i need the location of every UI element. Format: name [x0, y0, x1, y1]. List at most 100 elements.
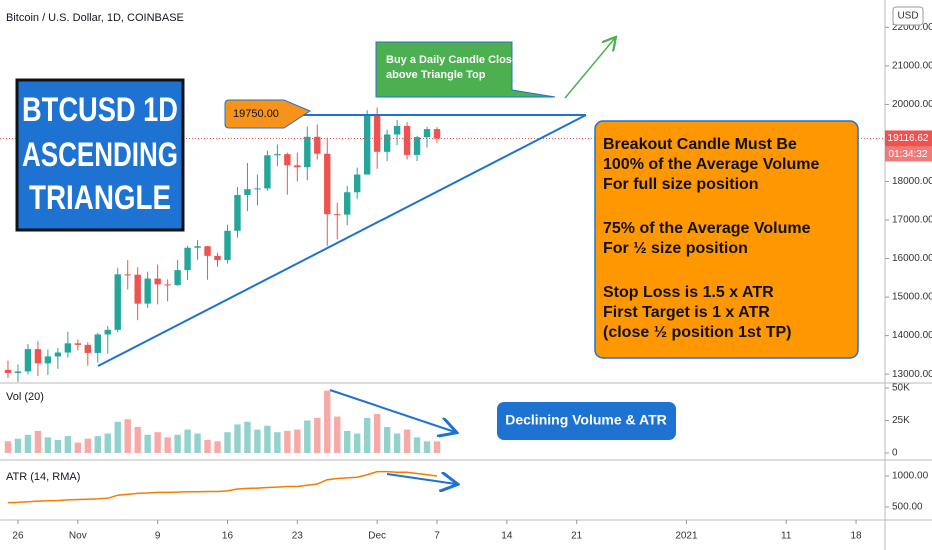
currency-box[interactable]	[892, 6, 924, 26]
volume-bar	[214, 441, 221, 453]
x-tick-label: 18	[851, 531, 863, 542]
y-tick-label: 14000.00	[892, 330, 932, 341]
atr-arrow	[386, 474, 456, 484]
volume-bar	[314, 417, 321, 453]
volume-bar	[174, 434, 181, 453]
candle-body	[124, 274, 131, 276]
volume-bar	[64, 436, 72, 453]
candle-body	[194, 246, 201, 248]
volume-bar	[164, 437, 171, 453]
volume-bar	[14, 438, 22, 453]
y-tick-label: 50K	[892, 383, 910, 394]
candle-body	[304, 136, 311, 168]
candle-body	[413, 137, 421, 155]
x-tick-label: 26	[12, 531, 24, 542]
rules-box	[594, 120, 859, 359]
volume-bar	[114, 421, 121, 453]
candle-body	[104, 329, 111, 335]
candle-body	[324, 153, 331, 215]
candle-body	[44, 356, 52, 364]
volume-bar	[74, 442, 82, 453]
level-label: 19750.00	[233, 108, 279, 120]
title-box	[15, 78, 185, 232]
level-label-box	[224, 99, 312, 129]
volume-bar	[124, 419, 131, 453]
candle-body	[344, 192, 351, 215]
candle-body	[224, 230, 231, 261]
volume-bar	[373, 414, 381, 453]
candle-body	[294, 165, 301, 168]
volume-bar	[54, 439, 62, 453]
x-tick-label: 2021	[675, 531, 698, 542]
volume-bar	[274, 432, 281, 453]
volume-bar	[34, 430, 42, 453]
y-tick-label: 25K	[892, 415, 910, 426]
x-tick-label: 14	[501, 531, 513, 542]
candle-body	[234, 194, 241, 231]
candle-body	[24, 349, 32, 372]
candle-body	[64, 343, 72, 353]
breakout-arrow	[564, 38, 615, 99]
y-tick-label: 17000.00	[892, 215, 932, 226]
volume-bar	[224, 432, 231, 453]
volume-bar	[24, 434, 32, 453]
volume-bar	[204, 439, 211, 453]
candle-body	[363, 115, 371, 175]
title-line: TRIANGLE	[29, 179, 171, 217]
volume-bar	[324, 390, 331, 453]
candle-body	[353, 174, 361, 193]
candle-body	[134, 274, 141, 304]
y-tick-label: 500.00	[892, 502, 923, 513]
volume-bar	[4, 441, 12, 453]
atr-title: ATR (14, RMA)	[6, 471, 80, 483]
title-line: BTCUSD 1D	[22, 91, 178, 129]
countdown: 01:34:32	[889, 149, 928, 160]
rules-line: Breakout Candle Must Be	[603, 136, 797, 153]
buy-note-box	[375, 41, 556, 98]
volume-bar	[413, 437, 421, 453]
candle-body	[94, 334, 101, 353]
x-tick-label: 11	[781, 531, 792, 542]
candle-body	[4, 369, 12, 373]
rules-line: For full size position	[603, 176, 759, 193]
candle-body	[423, 129, 431, 138]
currency[interactable]: USD	[897, 11, 918, 22]
candle-body	[114, 274, 121, 330]
candle-body	[54, 352, 62, 357]
volume-bar	[403, 429, 411, 453]
buy-note-line: above Triangle Top	[386, 69, 486, 81]
volume-bar	[194, 433, 201, 453]
candle-body	[164, 284, 171, 286]
candle-body	[144, 278, 151, 304]
volume-bar	[334, 416, 341, 453]
volume-bar	[84, 438, 92, 453]
x-tick-label: 21	[571, 531, 583, 542]
volume-bar	[144, 434, 151, 453]
candle-body	[14, 371, 22, 373]
candle-body	[334, 214, 341, 216]
candle-body	[214, 255, 221, 261]
x-tick-label: 16	[222, 531, 234, 542]
volume-bar	[353, 433, 361, 453]
candle-body	[274, 154, 281, 156]
volume-bar	[104, 433, 111, 453]
y-tick-label: 15000.00	[892, 292, 932, 303]
volume-bar	[433, 441, 441, 453]
volume-bar	[363, 417, 371, 453]
symbol-title: Bitcoin / U.S. Dollar, 1D, COINBASE	[6, 12, 184, 24]
volume-bar	[254, 429, 261, 453]
atr-line	[7, 470, 438, 504]
x-tick-label: Dec	[368, 531, 386, 542]
volume-bar	[423, 441, 431, 453]
volume-bar	[184, 429, 191, 453]
candle-body	[264, 155, 271, 189]
rules-line: Stop Loss is 1.5 x ATR	[603, 284, 774, 301]
countdown-box	[885, 146, 932, 162]
rules-line: For ½ size position	[603, 240, 748, 257]
rules-text: Breakout Candle Must Be 100% of the Avera…	[603, 136, 819, 341]
title-line: ASCENDING	[22, 136, 178, 174]
volume-bar	[304, 420, 311, 453]
volume-bar	[244, 421, 251, 453]
rules-line: 100% of the Average Volume	[603, 156, 819, 173]
